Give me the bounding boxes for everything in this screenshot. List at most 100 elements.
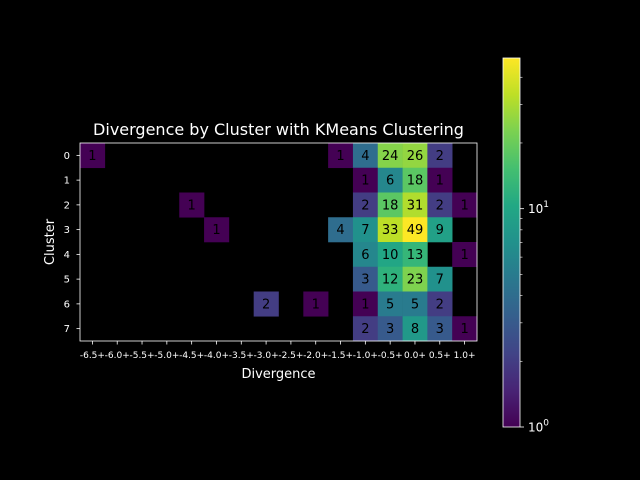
cell-value-label: 6 xyxy=(386,174,394,189)
cell-value-label: 5 xyxy=(386,297,394,312)
cell-value-label: 12 xyxy=(382,273,399,288)
cell-value-label: 1 xyxy=(88,149,96,164)
cell-value-label: 1 xyxy=(460,198,468,213)
x-tick-label: -1.5+ xyxy=(328,351,353,361)
x-tick-label: -4.0+ xyxy=(204,351,229,361)
cell-value-label: 1 xyxy=(188,198,196,213)
heatmap-cell xyxy=(427,192,453,218)
cell-value-label: 3 xyxy=(436,322,444,337)
y-tick-label: 7 xyxy=(64,324,70,335)
x-tick-label: -2.0+ xyxy=(303,351,328,361)
heatmap-cell xyxy=(427,316,453,342)
y-axis-label: Cluster xyxy=(43,218,58,265)
heatmap-cell xyxy=(427,291,453,317)
cell-value-label: 1 xyxy=(361,174,369,189)
cell-value-label: 2 xyxy=(436,149,444,164)
cell-value-labels: 1 1 4 24 26 21 6 18 11 2 18 31 2 11 4 7 33 49 96 10 13 13 12 23… xyxy=(88,149,468,337)
cell-value-label: 18 xyxy=(382,198,399,213)
cell-value-label: 7 xyxy=(436,273,444,288)
y-tick-label: 0 xyxy=(64,151,70,162)
heatmap-cell xyxy=(427,167,453,193)
cell-value-label: 1 xyxy=(460,248,468,263)
cell-value-label: 1 xyxy=(460,322,468,337)
x-tick-label: -6.5+ xyxy=(80,351,105,361)
cell-value-label: 26 xyxy=(407,149,424,164)
heatmap-cell xyxy=(452,316,478,342)
heatmap-cell xyxy=(402,192,428,218)
heatmap-cells xyxy=(80,143,478,342)
heatmap-cell xyxy=(402,217,428,243)
heatmap-cell xyxy=(303,291,329,317)
heatmap-cell xyxy=(402,291,428,317)
heatmap-cell xyxy=(402,242,428,268)
heatmap-cell xyxy=(377,266,403,292)
cell-value-label: 1 xyxy=(212,223,220,238)
cell-value-label: 10 xyxy=(382,248,399,263)
x-tick-label: -6.0+ xyxy=(105,351,130,361)
x-tick-label: 0.0+ xyxy=(404,351,426,361)
y-tick-label: 3 xyxy=(64,225,70,236)
cell-value-label: 1 xyxy=(312,297,320,312)
heatmap-cell xyxy=(377,217,403,243)
heatmap-cell xyxy=(402,143,428,169)
heatmap-cell xyxy=(377,291,403,317)
cell-value-label: 4 xyxy=(361,149,369,164)
heatmap-cell xyxy=(352,266,379,292)
x-tick-label: -1.0+ xyxy=(353,351,378,361)
y-tick-label: 6 xyxy=(64,299,70,310)
x-tick-label: 0.5+ xyxy=(429,351,451,361)
x-tick-label: -4.5+ xyxy=(179,351,204,361)
x-tick-label: -5.0+ xyxy=(154,351,179,361)
x-tick-label: -3.0+ xyxy=(254,351,279,361)
heatmap-cell xyxy=(452,242,478,268)
cell-value-label: 9 xyxy=(436,223,444,238)
cell-value-label: 4 xyxy=(336,223,344,238)
cell-value-label: 18 xyxy=(407,174,424,189)
heatmap-cell xyxy=(179,192,205,218)
cell-value-label: 3 xyxy=(386,322,394,337)
cell-value-label: 13 xyxy=(407,248,424,263)
cell-value-label: 23 xyxy=(407,273,424,288)
heatmap-cell xyxy=(328,143,354,169)
x-tick-label: -3.5+ xyxy=(229,351,254,361)
heatmap-cell xyxy=(377,167,403,193)
heatmap-cell xyxy=(402,266,428,292)
x-tick-label: 1.0+ xyxy=(454,351,476,361)
cell-value-label: 2 xyxy=(436,198,444,213)
cell-value-label: 31 xyxy=(407,198,424,213)
cell-value-label: 2 xyxy=(361,198,369,213)
heatmap-cell xyxy=(352,316,379,342)
cell-value-label: 3 xyxy=(361,273,369,288)
cell-value-label: 8 xyxy=(411,322,419,337)
heatmap-cell xyxy=(253,291,279,317)
heatmap-cell xyxy=(377,242,403,268)
cell-value-label: 1 xyxy=(361,297,369,312)
heatmap-cell xyxy=(402,167,428,193)
heatmap-cell xyxy=(377,192,403,218)
y-tick-label: 1 xyxy=(64,176,70,187)
plot-frame xyxy=(79,142,478,342)
heatmap-cell xyxy=(352,291,379,317)
y-tick-label: 4 xyxy=(64,250,70,261)
heatmap-cell xyxy=(352,167,379,193)
x-tick-label: -0.5+ xyxy=(378,351,403,361)
heatmap-cell xyxy=(402,316,428,342)
cell-value-label: 2 xyxy=(262,297,270,312)
y-tick-label: 2 xyxy=(64,200,70,211)
x-tick-label: -5.5+ xyxy=(129,351,154,361)
heatmap-cell xyxy=(328,217,354,243)
heatmap-cell xyxy=(377,143,403,169)
heatmap-cell xyxy=(427,266,453,292)
cell-value-label: 5 xyxy=(411,297,419,312)
cell-value-label: 49 xyxy=(407,223,424,238)
cell-value-label: 1 xyxy=(336,149,344,164)
heatmap-cell xyxy=(80,143,106,169)
chart-title: Divergence by Cluster with KMeans Cluste… xyxy=(93,120,464,139)
heatmap-cell xyxy=(427,143,453,169)
heatmap-cell xyxy=(204,217,230,243)
cell-value-label: 7 xyxy=(361,223,369,238)
cell-value-label: 2 xyxy=(361,322,369,337)
cell-value-label: 6 xyxy=(361,248,369,263)
